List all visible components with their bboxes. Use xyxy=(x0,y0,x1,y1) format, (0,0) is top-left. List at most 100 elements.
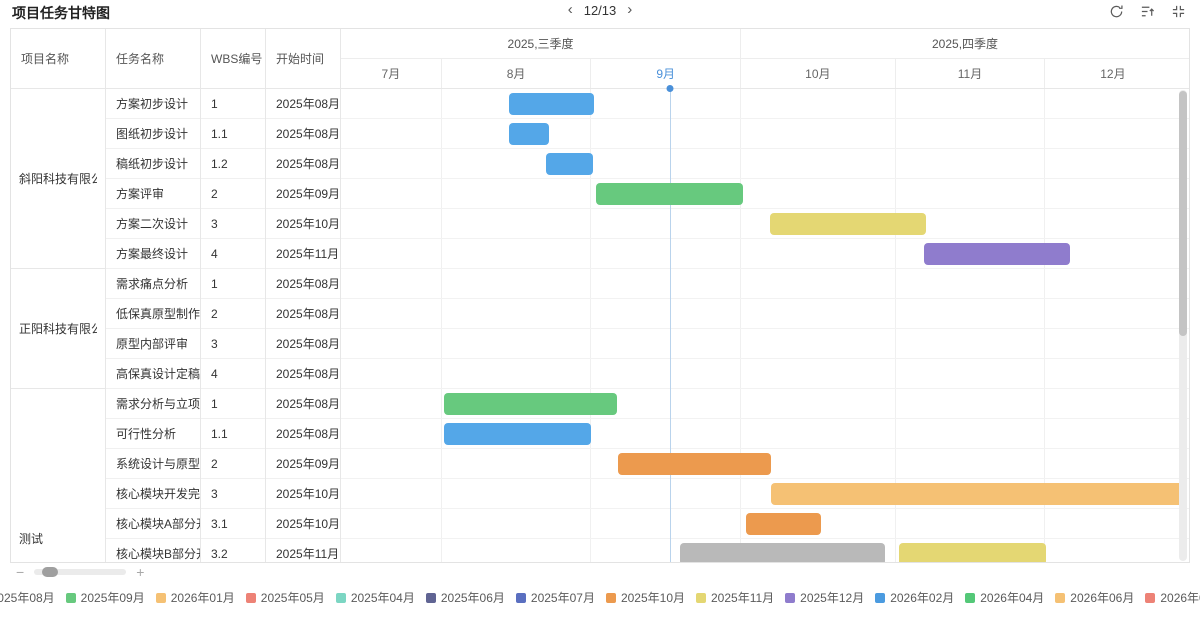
wbs-cell: 1.2 xyxy=(201,149,265,179)
project-group-cell: 正阳科技有限公司 xyxy=(11,269,105,389)
gantt-bar[interactable] xyxy=(898,543,1046,562)
fit-screen-icon[interactable] xyxy=(1171,4,1186,19)
legend-item[interactable]: 2026年06月 xyxy=(1055,589,1134,606)
legend-swatch xyxy=(515,592,526,603)
gantt-bar[interactable] xyxy=(508,93,594,115)
month-row: 7月 8月 9月 10月 11月 12月 xyxy=(341,58,1189,88)
row-gridline xyxy=(341,478,1189,479)
scrollbar-thumb[interactable] xyxy=(1179,91,1187,336)
legend-item[interactable]: 2025年11月 xyxy=(696,589,774,606)
task-name-cell: 图纸初步设计 xyxy=(106,119,200,149)
gantt-bar[interactable] xyxy=(770,213,927,235)
wbs-cell: 3 xyxy=(201,209,265,239)
gantt-bar[interactable] xyxy=(443,393,617,415)
project-group-cell: 测试 xyxy=(11,389,105,562)
row-gridline xyxy=(341,268,1189,269)
start-date-cell: 2025年10月 xyxy=(266,209,340,239)
task-name-cell: 需求痛点分析 xyxy=(106,269,200,299)
wbs-cell: 1 xyxy=(201,389,265,419)
gantt-bar[interactable] xyxy=(618,453,771,475)
task-name-cell: 需求分析与立项 xyxy=(106,389,200,419)
wbs-cell: 3 xyxy=(201,329,265,359)
gantt-bar[interactable] xyxy=(546,153,593,175)
legend-item[interactable]: 2026年01月 xyxy=(155,589,235,606)
start-date-cell: 2025年11月 xyxy=(266,239,340,269)
legend-label: 2025年04月 xyxy=(350,591,415,605)
wbs-cell: 1 xyxy=(201,269,265,299)
legend: 2025年08月 2025年09月 2026年01月 2025年05月 2025年04月… xyxy=(0,589,1200,606)
project-name: 斜阳科技有限公... xyxy=(19,172,97,186)
legend-item[interactable]: 2025年12月 xyxy=(785,589,864,606)
legend-item[interactable]: 2025年10月 xyxy=(605,589,685,606)
task-name-cell: 可行性分析 xyxy=(106,419,200,449)
legend-swatch xyxy=(245,592,256,603)
legend-item[interactable]: 2026年02月 xyxy=(875,589,954,606)
project-column: 斜阳科技有限公... 正阳科技有限公司测试 xyxy=(11,89,106,562)
timeline-header: 2025,三季度 2025,四季度 7月 8月 9月 10月 11月 12月 xyxy=(341,29,1189,92)
legend-label: 2025年10月 xyxy=(620,591,685,605)
row-config-icon[interactable] xyxy=(1140,4,1155,19)
month-cell: 12月 xyxy=(1044,58,1180,88)
legend-label: 2025年06月 xyxy=(440,591,505,605)
start-date-cell: 2025年08月 xyxy=(266,269,340,299)
zoom-controls: − + xyxy=(16,564,144,580)
zoom-slider[interactable] xyxy=(34,567,127,577)
gantt-bar[interactable] xyxy=(746,513,821,535)
wbs-cell: 3.1 xyxy=(201,509,265,539)
wbs-cell: 4 xyxy=(201,359,265,389)
wbs-cell: 1.1 xyxy=(201,419,265,449)
start-date-cell: 2025年08月 xyxy=(266,119,340,149)
chart-area xyxy=(341,89,1189,562)
legend-item[interactable]: 2026年07月 xyxy=(1145,589,1200,606)
start-date-cell: 2025年10月 xyxy=(266,509,340,539)
table-header: 项目名称 任务名称 WBS编号 开始时间 2025,三季度 2025,四季度 7月… xyxy=(11,29,1189,92)
table-body: 斜阳科技有限公... 正阳科技有限公司测试 方案初步设计图纸初步设计稿纸初步设计方… xyxy=(11,89,1189,562)
wbs-cell: 2 xyxy=(201,179,265,209)
legend-label: 2025年09月 xyxy=(80,591,145,605)
pagination: ‹ 12/13 › xyxy=(566,1,635,19)
start-column: 2025年08月 2025年08月 2025年08月 2025年09月 2025年10月… xyxy=(266,89,341,562)
legend-swatch xyxy=(696,592,706,603)
row-gridline xyxy=(341,388,1189,389)
month-cell: 10月 xyxy=(740,58,895,88)
task-name-cell: 方案最终设计 xyxy=(106,239,200,269)
month-cell: 11月 xyxy=(894,58,1045,88)
start-date-cell: 2025年08月 xyxy=(266,149,340,179)
legend-item[interactable]: 2025年04月 xyxy=(335,589,415,606)
page-title: 项目任务甘特图 xyxy=(12,5,110,21)
gantt-bar[interactable] xyxy=(770,483,1184,505)
task-name-cell: 核心模块B部分开... xyxy=(106,539,200,562)
row-gridline xyxy=(341,148,1189,149)
legend-swatch xyxy=(965,592,976,603)
gantt-bar[interactable] xyxy=(508,123,549,145)
legend-label: 2025年12月 xyxy=(800,591,865,605)
topbar: 项目任务甘特图 ‹ 12/13 › xyxy=(0,0,1200,24)
vertical-scrollbar[interactable] xyxy=(1179,90,1187,561)
row-gridline xyxy=(341,538,1189,539)
legend-item[interactable]: 2025年07月 xyxy=(515,589,595,606)
legend-label: 2026年04月 xyxy=(980,591,1045,605)
wbs-cell: 3 xyxy=(201,479,265,509)
legend-item[interactable]: 2026年04月 xyxy=(965,589,1044,606)
row-gridline xyxy=(341,208,1189,209)
legend-item[interactable]: 2025年06月 xyxy=(425,589,505,606)
next-page-button[interactable]: › xyxy=(627,1,633,18)
legend-item[interactable]: 2025年08月 xyxy=(0,589,55,606)
task-name-cell: 方案评审 xyxy=(106,179,200,209)
legend-label: 2026年02月 xyxy=(890,591,955,605)
zoom-in-button[interactable]: + xyxy=(136,564,145,580)
zoom-out-button[interactable]: − xyxy=(16,564,25,580)
start-date-cell: 2025年08月 xyxy=(266,389,340,419)
gantt-bar[interactable] xyxy=(680,543,886,562)
legend-label: 2025年11月 xyxy=(711,591,775,605)
refresh-icon[interactable] xyxy=(1109,4,1124,19)
legend-item[interactable]: 2025年05月 xyxy=(245,589,325,606)
legend-item[interactable]: 2025年09月 xyxy=(65,589,145,606)
gantt-bar[interactable] xyxy=(443,423,592,445)
gantt-bar[interactable] xyxy=(596,183,743,205)
prev-page-button[interactable]: ‹ xyxy=(567,1,573,18)
zoom-slider-handle[interactable] xyxy=(42,567,59,577)
row-gridline xyxy=(341,298,1189,299)
gantt-bar[interactable] xyxy=(924,243,1071,265)
col-header-task: 任务名称 xyxy=(106,29,201,89)
